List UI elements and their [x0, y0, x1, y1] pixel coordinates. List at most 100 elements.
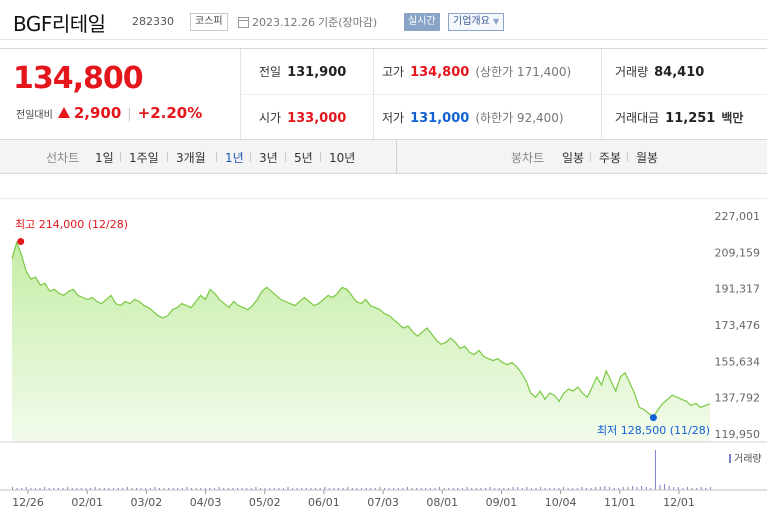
y-tick-label: 137,792 [715, 392, 761, 405]
volume-bar [328, 488, 330, 490]
volume-bar [135, 488, 137, 490]
volume-bar [402, 488, 404, 490]
amount-value: 11,251 [665, 111, 716, 126]
volume-legend-swatch [729, 454, 731, 463]
volume-bar [452, 488, 454, 490]
volume-bar [595, 487, 597, 490]
amount-unit: 백만 [721, 111, 744, 125]
period-separator [120, 152, 121, 162]
realtime-button[interactable]: 실시간 [404, 13, 440, 31]
volume-bar [25, 487, 27, 490]
y-tick-label: 191,317 [715, 283, 761, 296]
volume-bar [12, 487, 13, 490]
volume-bar [67, 487, 69, 490]
open-label: 시가 [259, 111, 282, 125]
volume-bar [48, 488, 50, 490]
volume-bar [604, 486, 606, 490]
price-area [12, 242, 710, 442]
volume-bar [71, 488, 73, 490]
volume-bar [195, 488, 197, 490]
change-percent: +2.20% [137, 104, 203, 122]
period-1d[interactable]: 1일 [95, 151, 114, 165]
volume-bar [636, 487, 638, 490]
volume-bar [259, 488, 261, 490]
open-cell: 시가 133,000 [259, 109, 346, 126]
period-1w[interactable]: 1주일 [129, 151, 159, 165]
volume-bar [530, 488, 532, 490]
stock-code: 282330 [132, 15, 174, 28]
high-label: 최고 214,000 (12/28) [15, 218, 128, 231]
open-value: 133,000 [287, 111, 347, 126]
volume-bar [526, 487, 528, 490]
volume-bar [76, 488, 78, 490]
volume-bar [406, 487, 408, 490]
volume-bar [191, 488, 193, 490]
x-tick-label: 11/01 [604, 496, 636, 509]
volume-bar [39, 488, 41, 490]
candle-monthly[interactable]: 월봉 [636, 151, 659, 165]
volume-cell: 거래량 84,410 [615, 63, 704, 80]
volume-bar [572, 488, 574, 490]
volume-bar [269, 488, 271, 490]
volume-bar [214, 488, 216, 490]
y-tick-label: 173,476 [715, 319, 761, 332]
volume-bar [145, 488, 147, 490]
volume-bar [227, 488, 229, 490]
period-1y[interactable]: 1년 [225, 151, 244, 165]
volume-bar [650, 488, 652, 490]
candle-daily[interactable]: 일봉 [562, 151, 585, 165]
volume-bar [383, 488, 385, 490]
volume-bar [149, 488, 151, 490]
volume-bar [613, 488, 615, 490]
volume-bar [365, 488, 367, 490]
volume-bar [370, 488, 372, 490]
volume-bar [434, 488, 436, 490]
volume-bar [608, 487, 610, 490]
volume-bar [296, 488, 298, 490]
period-3m[interactable]: 3개월 [176, 151, 206, 165]
volume-bar [241, 488, 243, 490]
volume-bar [654, 450, 656, 490]
volume-bar [466, 487, 468, 490]
company-overview-button[interactable]: 기업개요 ▼ [448, 13, 505, 31]
volume-bar [62, 488, 64, 490]
volume-bar [682, 488, 684, 490]
up-arrow-icon [57, 107, 70, 118]
change-separator: | [127, 107, 132, 122]
period-10y[interactable]: 10년 [329, 151, 356, 165]
volume-bar [484, 488, 486, 490]
period-3y[interactable]: 3년 [259, 151, 278, 165]
volume-bar [113, 488, 115, 490]
candle-weekly[interactable]: 주봉 [599, 151, 622, 165]
date-value: 2023.12.26 [252, 15, 315, 29]
row-divider [240, 94, 767, 95]
date-note: 기준(장마감) [317, 16, 378, 29]
price-chart[interactable]: 227,001 209,159 191,317 173,476 155,634 137,7… [0, 197, 767, 527]
volume-bar [209, 488, 211, 490]
period-5y[interactable]: 5년 [294, 151, 313, 165]
volume-label: 거래량 [615, 65, 649, 79]
volume-bar [117, 488, 119, 490]
volume-bar [687, 487, 689, 490]
volume-bar [324, 487, 326, 490]
stock-name: BGF리테일 [13, 12, 106, 36]
volume-bar [223, 488, 225, 490]
volume-bar [599, 487, 601, 490]
low-cell: 저가 131,000 (하한가 92,400) [382, 109, 564, 126]
calendar-icon [238, 16, 249, 28]
volume-bar [246, 488, 248, 490]
volume-bar [631, 486, 633, 490]
amount-cell: 거래대금 11,251 백만 [615, 109, 743, 126]
volume-bar [342, 488, 344, 490]
volume-bar [99, 488, 101, 490]
volume-bar [94, 487, 96, 490]
volume-bar [351, 488, 353, 490]
lower-limit: (하한가 92,400) [475, 111, 564, 125]
period-separator [216, 152, 217, 162]
volume-bar [540, 487, 542, 490]
volume-bar [204, 488, 206, 490]
volume-bar [710, 487, 711, 490]
volume-legend-label: 거래량 [734, 453, 762, 465]
volume-bar [278, 488, 280, 490]
volume-bar [108, 488, 110, 490]
